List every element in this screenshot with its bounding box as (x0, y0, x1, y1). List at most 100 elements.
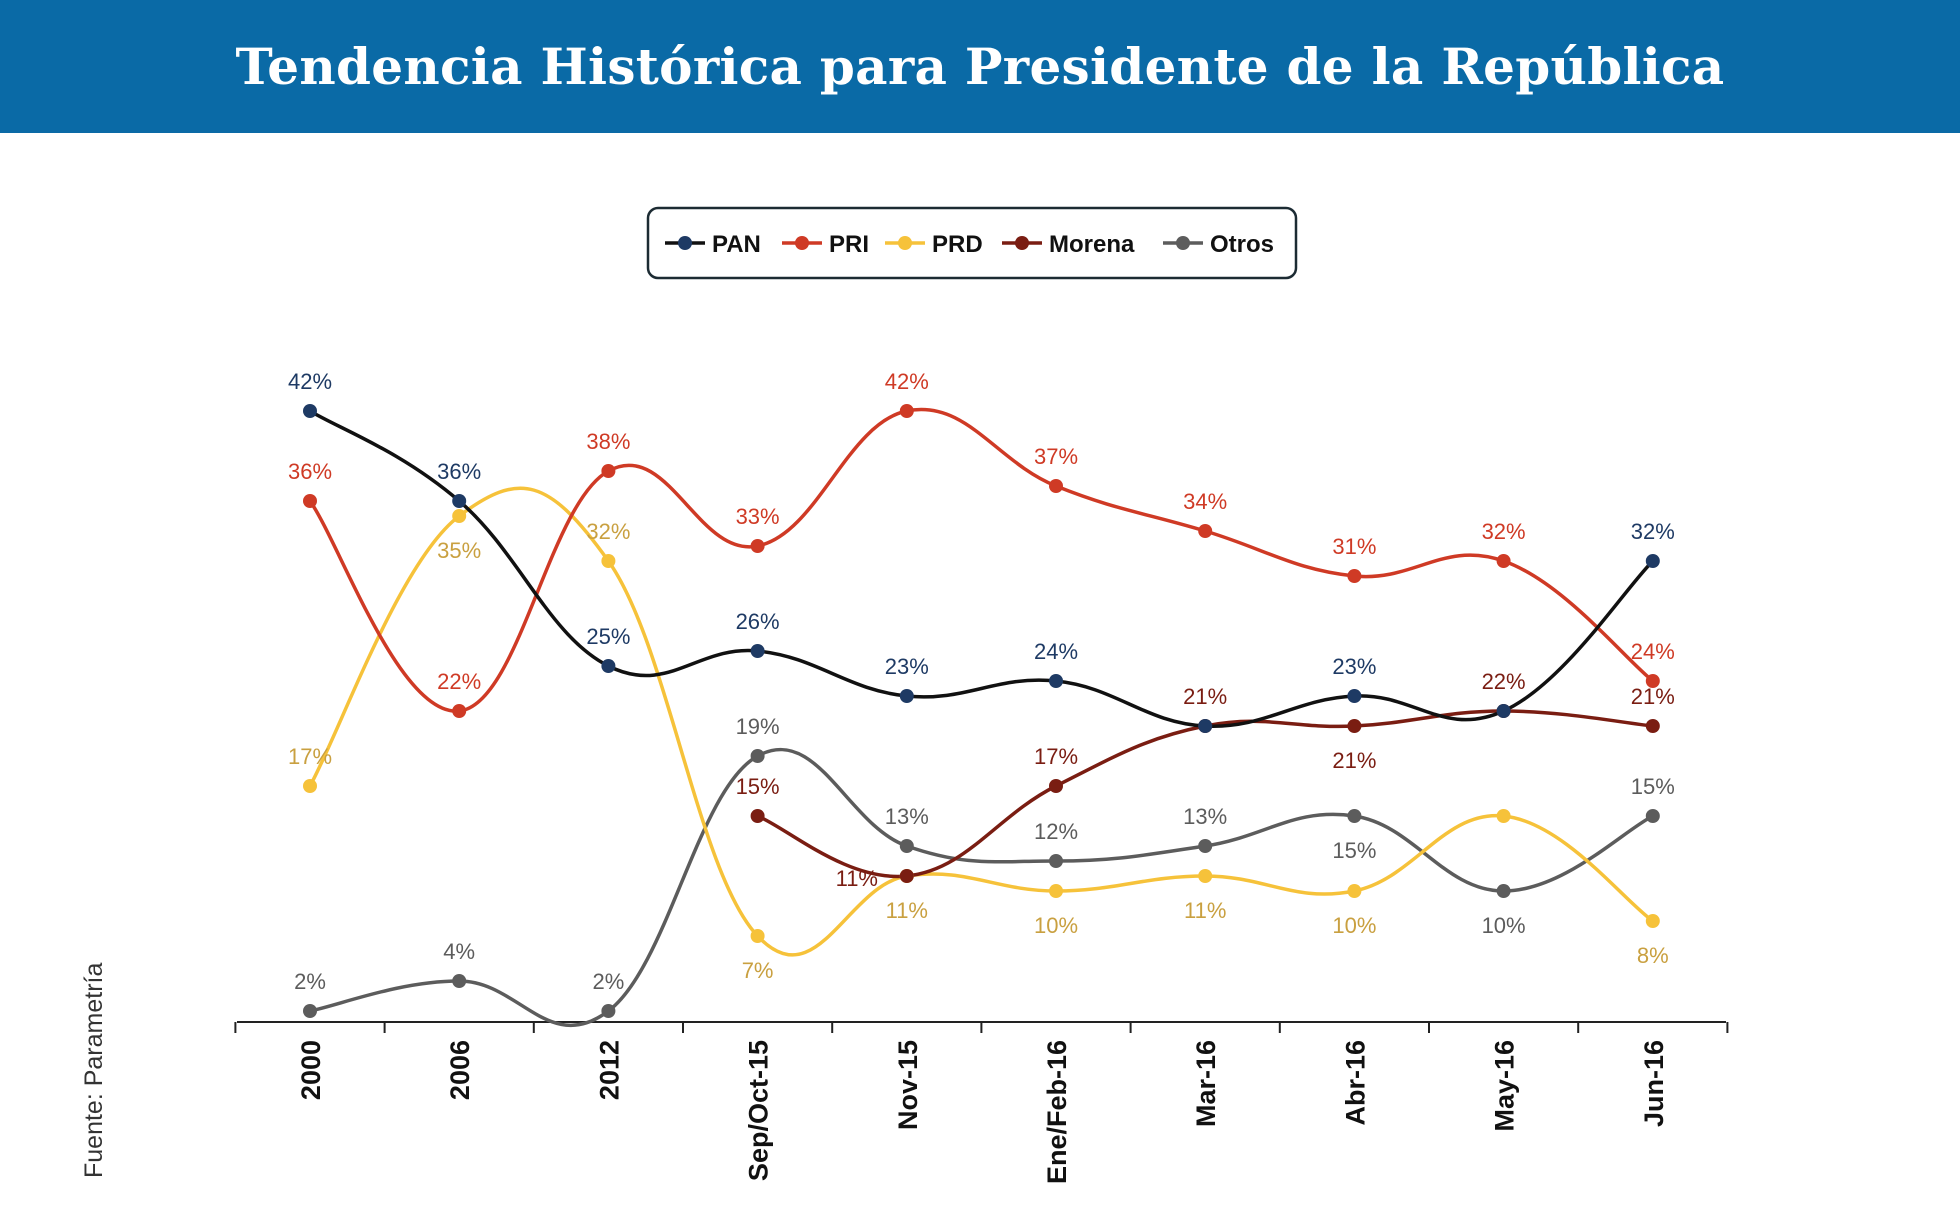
data-point-pri-ene-feb-16 (1049, 479, 1063, 493)
data-label-prd-2006: 35% (437, 538, 481, 563)
data-point-otros-nov-15 (899, 839, 914, 853)
data-label-pri-sep-oct-15: 33% (736, 504, 780, 529)
legend-swatch-marker-pri (795, 236, 809, 250)
data-label-pan-ene-feb-16: 24% (1034, 639, 1078, 664)
data-label-prd-abr-16: 10% (1332, 913, 1376, 938)
data-point-prd-may-16 (1496, 809, 1511, 823)
data-point-pri-abr-16 (1347, 569, 1362, 583)
data-label-prd-nov-15: 11% (886, 898, 928, 923)
data-point-otros-2006 (452, 974, 467, 988)
data-point-pan-mar-16 (1198, 719, 1213, 733)
x-tick-label-jun-16: Jun-16 (1639, 1040, 1669, 1127)
legend-label-morena: Morena (1049, 231, 1135, 258)
data-point-pri-mar-16 (1198, 524, 1213, 538)
data-point-otros-2000 (303, 1004, 317, 1018)
data-point-morena-ene-feb-16 (1049, 779, 1063, 793)
data-point-prd-2006 (452, 509, 467, 523)
legend-swatch-marker-pan (678, 236, 692, 250)
data-point-otros-abr-16 (1347, 809, 1362, 823)
data-point-pri-jun-16 (1645, 674, 1660, 688)
data-label-pri-2012: 38% (586, 429, 630, 454)
x-tick-label-sep-oct-15: Sep/Oct-15 (744, 1040, 774, 1181)
data-label-prd-mar-16: 11% (1184, 898, 1226, 923)
data-label-otros-nov-15: 13% (885, 804, 929, 829)
data-point-pan-abr-16 (1347, 689, 1362, 703)
data-point-pri-2000 (303, 494, 317, 508)
legend-label-pan: PAN (712, 231, 761, 258)
header-banner: Tendencia Histórica para Presidente de l… (0, 0, 1960, 133)
data-label-prd-jun-16: 8% (1637, 943, 1669, 968)
data-point-otros-may-16 (1496, 884, 1511, 898)
data-label-morena-nov-15: 11% (836, 866, 878, 891)
data-label-prd-ene-feb-16: 10% (1034, 913, 1078, 938)
data-label-otros-ene-feb-16: 12% (1034, 819, 1078, 844)
legend-swatch-marker-morena (1015, 236, 1029, 250)
data-point-pri-sep-oct-15 (750, 539, 765, 553)
data-label-pri-ene-feb-16: 37% (1034, 444, 1078, 469)
data-point-morena-nov-15 (899, 869, 914, 883)
data-point-pri-nov-15 (899, 404, 914, 418)
data-label-pri-abr-16: 31% (1332, 534, 1376, 559)
data-label-pri-2006: 22% (437, 669, 481, 694)
data-label-otros-abr-16: 15% (1332, 838, 1376, 863)
data-label-otros-2012: 2% (593, 969, 625, 994)
data-point-prd-sep-oct-15 (750, 929, 765, 943)
data-point-prd-ene-feb-16 (1049, 884, 1063, 898)
legend-swatch-marker-prd (898, 236, 912, 250)
data-label-morena-abr-16: 21% (1332, 748, 1376, 773)
data-label-morena-ene-feb-16: 17% (1034, 744, 1078, 769)
data-label-prd-sep-oct-15: 7% (742, 958, 774, 983)
legend-label-otros: Otros (1210, 231, 1274, 258)
series-line-otros (308, 747, 1655, 1027)
data-point-prd-abr-16 (1347, 884, 1362, 898)
data-point-pan-nov-15 (899, 689, 914, 703)
data-label-otros-sep-oct-15: 19% (736, 714, 780, 739)
x-tick-label-2012: 2012 (594, 1040, 624, 1100)
data-point-morena-abr-16 (1347, 719, 1362, 733)
data-point-pan-may-16 (1496, 704, 1511, 718)
data-label-pan-2000: 42% (288, 369, 332, 394)
data-point-prd-2012 (601, 554, 616, 568)
x-tick-label-2000: 2000 (296, 1040, 326, 1100)
legend-swatch-marker-otros (1176, 236, 1190, 250)
data-point-prd-jun-16 (1645, 914, 1660, 928)
data-point-pri-2006 (452, 704, 467, 718)
data-label-morena-may-16: 22% (1482, 669, 1526, 694)
data-point-prd-mar-16 (1198, 869, 1213, 883)
data-label-pan-abr-16: 23% (1332, 654, 1376, 679)
data-label-morena-sep-oct-15: 15% (736, 774, 780, 799)
data-label-morena-mar-16: 21% (1183, 684, 1227, 709)
data-point-pan-ene-feb-16 (1049, 674, 1063, 688)
data-point-pan-2000 (303, 404, 317, 418)
legend-label-pri: PRI (829, 231, 869, 258)
data-label-otros-may-16: 10% (1482, 913, 1526, 938)
data-label-prd-2000: 17% (288, 744, 332, 769)
data-label-pan-nov-15: 23% (885, 654, 929, 679)
data-point-otros-mar-16 (1198, 839, 1213, 853)
legend-box (646, 206, 1298, 280)
x-tick-label-2006: 2006 (445, 1040, 475, 1100)
data-point-prd-2000 (303, 779, 317, 793)
data-point-morena-sep-oct-15 (750, 809, 765, 823)
chart-title: Tendencia Histórica para Presidente de l… (235, 37, 1725, 96)
data-point-otros-jun-16 (1645, 809, 1660, 823)
data-label-morena-jun-16: 21% (1631, 684, 1675, 709)
data-point-pan-2006 (452, 494, 467, 508)
data-label-pan-2012: 25% (586, 624, 630, 649)
source-note: Fuente: Parametría (80, 962, 108, 1178)
series-line-pan (308, 409, 1655, 728)
x-tick-label-abr-16: Abr-16 (1340, 1040, 1370, 1126)
data-point-morena-jun-16 (1645, 719, 1660, 733)
x-tick-label-nov-15: Nov-15 (893, 1040, 923, 1130)
data-point-pri-may-16 (1496, 554, 1511, 568)
data-label-pri-2000: 36% (288, 459, 332, 484)
data-point-otros-2012 (601, 1004, 616, 1018)
data-label-pri-nov-15: 42% (885, 369, 929, 394)
data-point-otros-sep-oct-15 (750, 749, 765, 763)
legend-label-prd: PRD (932, 231, 983, 258)
data-label-pan-jun-16: 32% (1631, 519, 1675, 544)
data-label-prd-2012: 32% (586, 519, 630, 544)
x-tick-label-may-16: May-16 (1490, 1040, 1520, 1132)
data-point-otros-ene-feb-16 (1049, 854, 1063, 868)
